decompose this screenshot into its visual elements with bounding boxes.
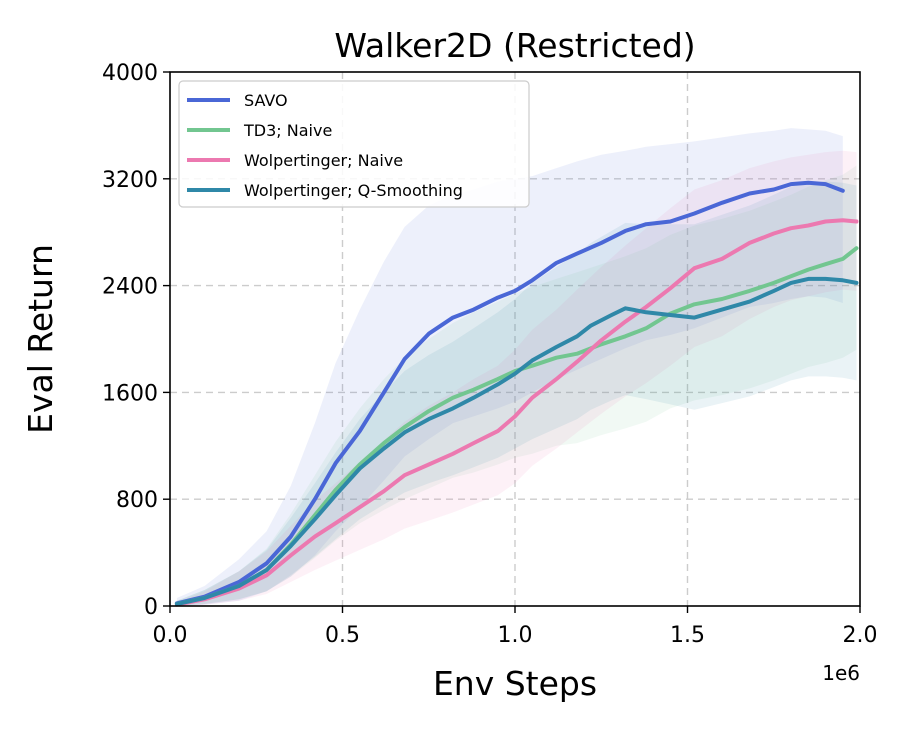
y-tick-label: 0 (144, 595, 158, 620)
y-tick-label: 800 (116, 488, 158, 513)
chart-title: Walker2D (Restricted) (334, 26, 695, 65)
band-wolpertinger-naive (176, 150, 857, 607)
legend-entry-savo: SAVO (244, 91, 288, 110)
x-axis-ticks: 0.0 0.5 1.0 1.5 2.0 (153, 606, 878, 648)
x-axis-offset-label: 1e6 (822, 661, 860, 685)
y-axis-ticks: 0 800 1600 2400 3200 4000 (102, 61, 170, 620)
line-td3-naive (174, 246, 859, 606)
legend-entry-wolpertinger-naive: Wolpertinger; Naive (244, 151, 403, 170)
x-tick-label: 1.0 (498, 623, 533, 648)
line-savo (174, 180, 845, 606)
x-tick-label: 0.5 (325, 623, 360, 648)
x-tick-label: 2.0 (843, 623, 878, 648)
band-wolpertinger-q-smoothing (176, 181, 857, 606)
legend-box (178, 80, 530, 208)
legend: SAVO TD3; Naive Wolpertinger; Naive Wolpert… (178, 80, 530, 208)
y-tick-label: 1600 (102, 381, 158, 406)
y-tick-label: 2400 (102, 275, 158, 300)
series-lines (174, 180, 859, 607)
legend-entry-wolpertinger-q-smoothing: Wolpertinger; Q-Smoothing (244, 181, 463, 200)
line-wolpertinger-q-smoothing (174, 276, 859, 606)
x-tick-label: 0.0 (153, 623, 188, 648)
x-tick-label: 1.5 (670, 623, 705, 648)
y-axis-label: Eval Return (21, 244, 60, 434)
y-tick-label: 4000 (102, 61, 158, 86)
line-wolpertinger-naive (174, 218, 859, 607)
legend-entry-td3-naive: TD3; Naive (243, 121, 332, 140)
y-tick-label: 3200 (102, 168, 158, 193)
x-axis-label: Env Steps (433, 664, 597, 703)
